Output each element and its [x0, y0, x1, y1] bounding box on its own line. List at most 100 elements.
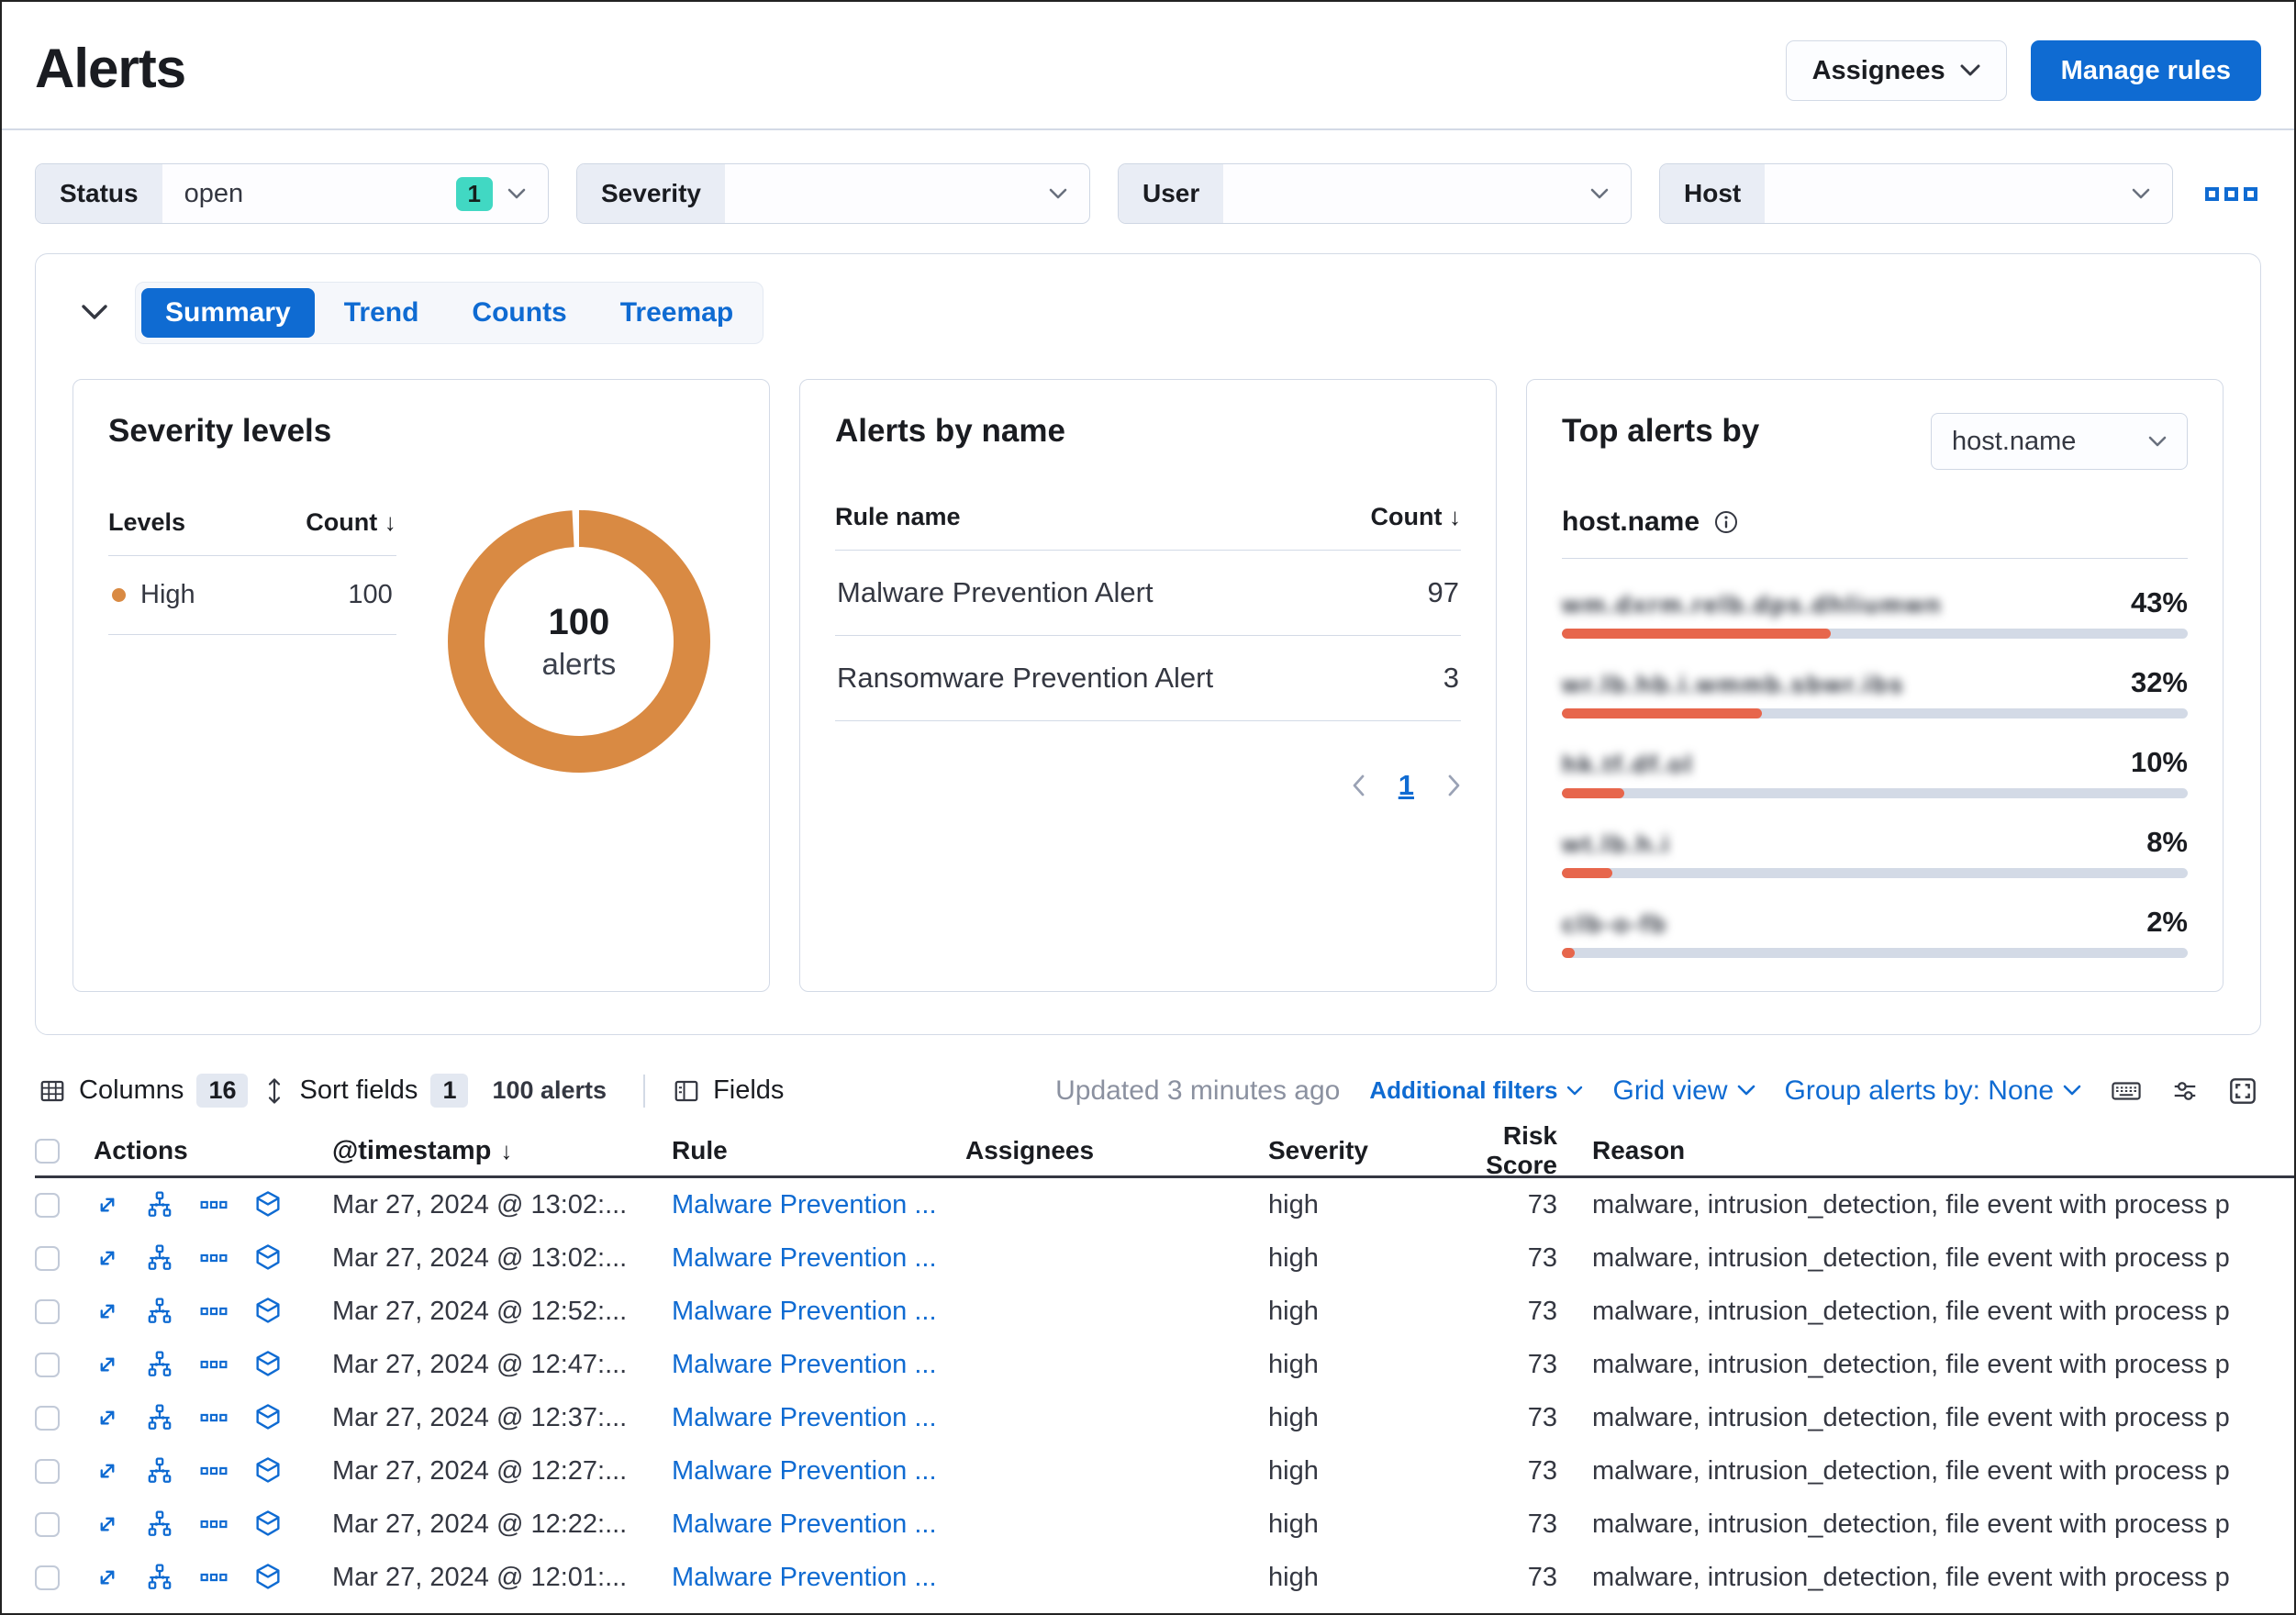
alert-rule-link[interactable]: Malware Prevention ...: [672, 1242, 937, 1273]
inspect-sliders-icon[interactable]: [2171, 1077, 2199, 1105]
collapse-chevron-icon[interactable]: [80, 304, 109, 322]
tab-summary[interactable]: Summary: [141, 288, 315, 338]
timeline-box-icon[interactable]: [253, 1243, 283, 1273]
manage-rules-button[interactable]: Manage rules: [2030, 40, 2261, 101]
analyzer-graph-icon[interactable]: [145, 1403, 174, 1432]
session-view-icon[interactable]: [198, 1244, 229, 1272]
severity-row[interactable]: High 100: [108, 556, 396, 635]
timeline-box-icon[interactable]: [253, 1297, 283, 1326]
select-all-checkbox[interactable]: [35, 1138, 60, 1164]
alert-rule-link[interactable]: Malware Prevention ...: [672, 1296, 937, 1326]
assignees-column-header[interactable]: Assignees: [965, 1136, 1095, 1164]
expand-alert-icon[interactable]: [94, 1564, 121, 1591]
user-filter[interactable]: User: [1118, 163, 1632, 224]
alert-row[interactable]: Mar 27, 2024 @ 12:22:... Malware Prevent…: [35, 1498, 2294, 1551]
alert-rule-link[interactable]: Malware Prevention ...: [672, 1455, 937, 1486]
expand-alert-icon[interactable]: [94, 1244, 121, 1272]
row-checkbox[interactable]: [35, 1245, 60, 1271]
row-checkbox[interactable]: [35, 1352, 60, 1377]
analyzer-graph-icon[interactable]: [145, 1297, 174, 1326]
alert-row[interactable]: Mar 27, 2024 @ 12:01:... Malware Prevent…: [35, 1604, 2294, 1613]
top-alerts-row[interactable]: wm.dxrm.relb.dps.dhliumwn 43%: [1562, 586, 2188, 639]
row-checkbox[interactable]: [35, 1192, 60, 1218]
prev-page-icon[interactable]: [1352, 774, 1365, 796]
top-alerts-field-select[interactable]: host.name: [1931, 413, 2188, 470]
expand-alert-icon[interactable]: [94, 1510, 121, 1538]
risk-score-column-header[interactable]: Risk Score: [1486, 1121, 1557, 1179]
expand-alert-icon[interactable]: [94, 1457, 121, 1485]
host-filter[interactable]: Host: [1659, 163, 2173, 224]
alert-rule-link[interactable]: Malware Prevention ...: [672, 1349, 937, 1379]
top-alerts-row[interactable]: hk.tf.df.ol 10%: [1562, 746, 2188, 798]
additional-filters-button[interactable]: Additional filters: [1369, 1076, 1583, 1105]
rule-column-header[interactable]: Rule: [672, 1136, 728, 1164]
alert-row[interactable]: Mar 27, 2024 @ 13:02:... Malware Prevent…: [35, 1231, 2294, 1285]
top-alerts-row[interactable]: wt.lb.h.i 8%: [1562, 826, 2188, 878]
severity-filter[interactable]: Severity: [576, 163, 1090, 224]
analyzer-graph-icon[interactable]: [145, 1190, 174, 1220]
alert-row[interactable]: Mar 27, 2024 @ 13:02:... Malware Prevent…: [35, 1178, 2294, 1231]
more-filters-icon[interactable]: [2201, 186, 2261, 201]
alert-row[interactable]: Mar 27, 2024 @ 12:27:... Malware Prevent…: [35, 1444, 2294, 1498]
row-checkbox[interactable]: [35, 1511, 60, 1537]
alert-rule-link[interactable]: Malware Prevention ...: [672, 1562, 937, 1592]
alert-row[interactable]: Mar 27, 2024 @ 12:52:... Malware Prevent…: [35, 1285, 2294, 1338]
alert-row[interactable]: Mar 27, 2024 @ 12:47:... Malware Prevent…: [35, 1338, 2294, 1391]
session-view-icon[interactable]: [198, 1457, 229, 1485]
page-number[interactable]: 1: [1398, 769, 1414, 801]
severity-column-header[interactable]: Severity: [1268, 1136, 1368, 1164]
timeline-box-icon[interactable]: [253, 1403, 283, 1432]
timeline-box-icon[interactable]: [253, 1563, 283, 1592]
fields-button[interactable]: Fields: [673, 1075, 784, 1106]
timeline-box-icon[interactable]: [253, 1456, 283, 1486]
session-view-icon[interactable]: [198, 1510, 229, 1538]
timestamp-column-header[interactable]: @timestamp ↓: [332, 1135, 513, 1165]
count-column-header[interactable]: Count ↓: [1370, 503, 1461, 530]
timeline-box-icon[interactable]: [253, 1509, 283, 1539]
expand-alert-icon[interactable]: [94, 1298, 121, 1325]
expand-alert-icon[interactable]: [94, 1351, 121, 1378]
analyzer-graph-icon[interactable]: [145, 1563, 174, 1592]
row-checkbox[interactable]: [35, 1458, 60, 1484]
tab-trend[interactable]: Trend: [343, 297, 419, 328]
session-view-icon[interactable]: [198, 1298, 229, 1325]
tab-treemap[interactable]: Treemap: [619, 297, 734, 328]
group-alerts-by-button[interactable]: Group alerts by: None: [1785, 1075, 2081, 1107]
timeline-box-icon[interactable]: [253, 1190, 283, 1220]
row-checkbox[interactable]: [35, 1405, 60, 1431]
session-view-icon[interactable]: [198, 1191, 229, 1219]
expand-alert-icon[interactable]: [94, 1404, 121, 1431]
sort-fields-button[interactable]: Sort fields 1: [262, 1074, 469, 1108]
analyzer-graph-icon[interactable]: [145, 1456, 174, 1486]
assignees-button[interactable]: Assignees: [1785, 40, 2007, 101]
alert-row[interactable]: Mar 27, 2024 @ 12:37:... Malware Prevent…: [35, 1391, 2294, 1444]
next-page-icon[interactable]: [1447, 774, 1461, 796]
session-view-icon[interactable]: [198, 1564, 229, 1591]
tab-counts[interactable]: Counts: [472, 297, 567, 328]
row-checkbox[interactable]: [35, 1565, 60, 1590]
status-filter[interactable]: Status open 1: [35, 163, 549, 224]
alert-rule-link[interactable]: Malware Prevention ...: [672, 1189, 937, 1220]
expand-alert-icon[interactable]: [94, 1191, 121, 1219]
alerts-by-name-row[interactable]: Ransomware Prevention Alert 3: [835, 636, 1461, 721]
info-icon[interactable]: [1714, 510, 1738, 534]
columns-button[interactable]: Columns 16: [39, 1074, 249, 1108]
top-alerts-row[interactable]: wr.lb.hb.i.wmmb.sbwr.ibs 32%: [1562, 666, 2188, 718]
session-view-icon[interactable]: [198, 1404, 229, 1431]
top-alerts-row[interactable]: clb-o-fb 2%: [1562, 906, 2188, 958]
alerts-by-name-row[interactable]: Malware Prevention Alert 97: [835, 551, 1461, 636]
alert-rule-link[interactable]: Malware Prevention ...: [672, 1402, 937, 1432]
analyzer-graph-icon[interactable]: [145, 1350, 174, 1379]
session-view-icon[interactable]: [198, 1351, 229, 1378]
timeline-box-icon[interactable]: [253, 1350, 283, 1379]
analyzer-graph-icon[interactable]: [145, 1509, 174, 1539]
grid-view-button[interactable]: Grid view: [1612, 1075, 1755, 1107]
analyzer-graph-icon[interactable]: [145, 1243, 174, 1273]
row-checkbox[interactable]: [35, 1298, 60, 1324]
keyboard-shortcuts-icon[interactable]: [2111, 1077, 2142, 1105]
alert-rule-link[interactable]: Malware Prevention ...: [672, 1509, 937, 1539]
reason-column-header[interactable]: Reason: [1592, 1136, 1686, 1164]
alert-row[interactable]: Mar 27, 2024 @ 12:01:... Malware Prevent…: [35, 1551, 2294, 1604]
count-column-header[interactable]: Count ↓: [306, 508, 396, 536]
fullscreen-icon[interactable]: [2228, 1076, 2257, 1106]
